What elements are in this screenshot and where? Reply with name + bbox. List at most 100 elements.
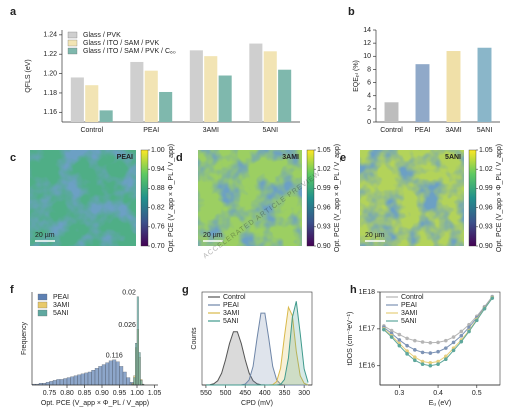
panel-label: b	[348, 6, 355, 18]
marker	[436, 349, 440, 354]
marker	[413, 355, 417, 360]
legend-label: PEAI	[223, 302, 239, 309]
y-axis-label: Counts	[191, 327, 198, 350]
marker	[428, 351, 433, 355]
x-tick-label: 0.95	[113, 390, 127, 397]
colorbar-tick-label: 0.99	[479, 185, 493, 192]
x-tick-label: 0.3	[394, 390, 404, 397]
marker	[397, 343, 402, 348]
marker	[405, 336, 409, 341]
bar	[278, 69, 292, 122]
y-axis-label: EQEₚₗ (%)	[353, 60, 360, 92]
scale-bar-label: 20 µm	[35, 232, 55, 239]
scale-bar-label: 20 µm	[365, 232, 385, 239]
y-tick-label: 0	[367, 119, 371, 126]
histogram-bar	[49, 381, 54, 386]
histogram-bar	[94, 368, 99, 386]
legend-swatch	[67, 39, 78, 47]
sd-label: 0.02	[122, 289, 136, 296]
marker	[459, 329, 464, 334]
colorbar	[140, 149, 149, 247]
legend-label: Glass / PVK	[83, 32, 121, 39]
x-tick-label: 0.80	[60, 390, 74, 397]
legend-label: 5ANI	[223, 318, 239, 325]
y-axis-label: Frequency	[21, 321, 28, 355]
colorbar-tick-label: 0.90	[317, 243, 331, 250]
x-tick-label: 3AMI	[445, 127, 461, 134]
histogram-bar	[98, 366, 103, 386]
bar	[159, 91, 173, 122]
x-tick-label: 450	[239, 390, 251, 397]
marker	[405, 352, 409, 356]
x-tick-label: Control	[380, 127, 403, 134]
histogram-bar	[91, 370, 96, 386]
marker	[420, 340, 425, 344]
x-tick-label: 5ANI	[477, 127, 493, 134]
bar	[189, 50, 203, 123]
histogram-bar	[59, 379, 64, 386]
bar	[415, 64, 430, 122]
panel-label: f	[10, 284, 14, 296]
legend-swatch	[67, 31, 78, 39]
colorbar-tick-label: 1.05	[479, 147, 493, 154]
marker	[451, 340, 456, 345]
legend-label: Glass / ITO / SAM / PVK	[83, 40, 159, 47]
bar	[249, 43, 263, 123]
marker	[420, 350, 425, 355]
bar	[99, 110, 113, 122]
x-tick-label: 350	[279, 390, 291, 397]
y-tick-label: 1.24	[43, 32, 57, 39]
y-tick-label: 1.16	[43, 109, 57, 116]
area	[205, 313, 309, 385]
marker	[444, 357, 448, 362]
legend-label: 5ANI	[53, 310, 69, 317]
map-annotation: 5ANI	[445, 154, 461, 161]
marker	[397, 338, 402, 342]
marker	[467, 325, 471, 330]
marker	[444, 354, 448, 359]
marker	[444, 338, 448, 343]
colorbar-tick-label: 0.93	[317, 224, 331, 231]
x-axis-label: Eᵤ (eV)	[429, 400, 452, 407]
histogram-bar	[80, 373, 85, 386]
marker	[420, 362, 425, 366]
area	[205, 307, 309, 385]
scale-bar-label: 20 µm	[203, 232, 223, 239]
marker	[482, 307, 487, 311]
y-tick-label: 8	[367, 66, 371, 73]
map-annotation: 3AMI	[282, 154, 299, 161]
colorbar-tick-label: 0.93	[479, 224, 493, 231]
x-tick-label: PEAI	[415, 127, 431, 134]
x-tick-label: 550	[200, 390, 212, 397]
y-tick-label: 6	[367, 79, 371, 86]
bar	[263, 51, 277, 122]
marker	[428, 340, 433, 345]
bar	[218, 75, 232, 122]
histogram-bar	[105, 362, 110, 386]
line	[205, 301, 309, 386]
marker	[420, 359, 425, 364]
x-tick-label: 0.75	[43, 390, 57, 397]
bar	[70, 77, 84, 122]
x-tick-label: 400	[259, 390, 271, 397]
histogram-bar	[52, 380, 57, 386]
colorbar-tick-label: 0.96	[317, 204, 331, 211]
histogram-bar	[66, 377, 71, 386]
histogram-bar	[135, 343, 138, 386]
colorbar-tick-label: 0.99	[317, 185, 331, 192]
marker	[405, 349, 409, 353]
marker	[389, 335, 394, 339]
y-tick-label: 1E18	[359, 289, 375, 296]
map-texture	[360, 150, 464, 246]
histogram-bar	[45, 382, 50, 386]
y-axis-label: tDOS (cm⁻³eV⁻¹)	[347, 312, 354, 366]
marker	[474, 318, 479, 323]
legend-label: 5ANI	[401, 318, 417, 325]
bar	[384, 102, 399, 122]
bar	[204, 56, 218, 122]
histogram-bar	[108, 360, 113, 386]
histogram-bar	[115, 361, 120, 386]
histogram-bar	[112, 359, 117, 386]
panel-label: a	[10, 6, 17, 18]
